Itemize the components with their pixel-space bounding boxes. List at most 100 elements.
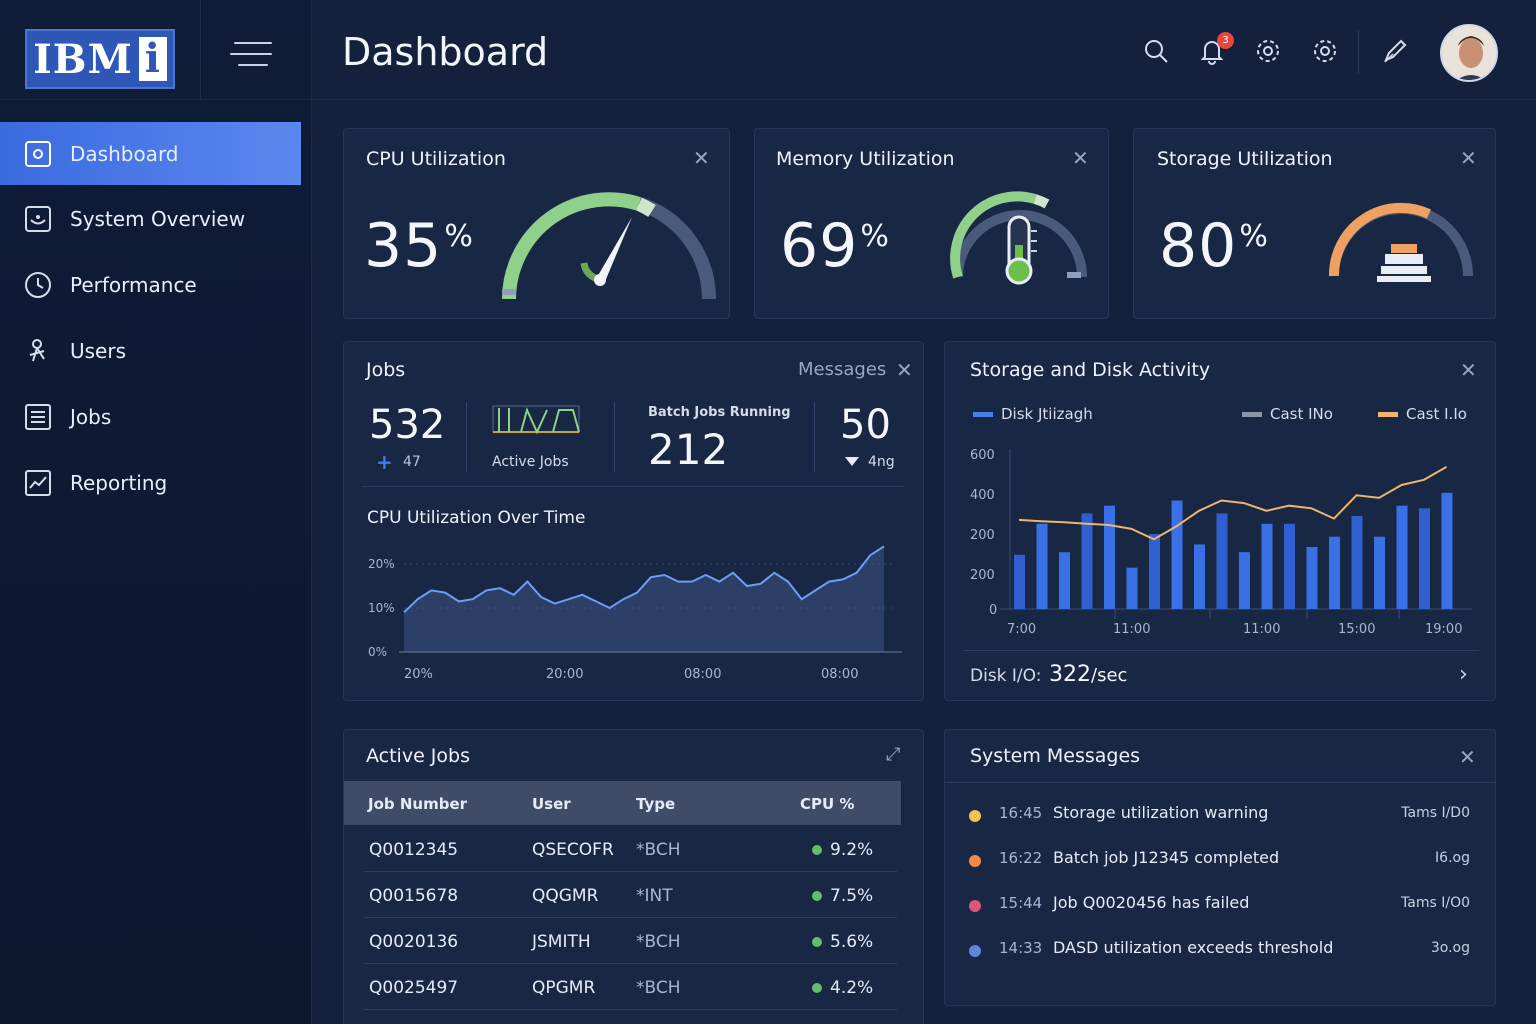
sidebar-item-label: Jobs xyxy=(70,405,112,429)
bar xyxy=(1261,523,1273,610)
close-icon[interactable]: ✕ xyxy=(693,146,710,170)
col-cpu[interactable]: CPU % xyxy=(800,795,855,813)
bar xyxy=(1126,567,1138,609)
cpu-cell: 7.5% xyxy=(830,886,874,906)
bar xyxy=(1104,505,1115,609)
plus-icon: + xyxy=(376,450,393,474)
dashboard-icon xyxy=(25,140,51,167)
close-icon[interactable]: ✕ xyxy=(1460,146,1477,170)
message-item[interactable]: 16:22 Batch job J12345 completed I6.og xyxy=(945,835,1496,880)
type-cell: *BCH xyxy=(636,840,681,860)
gear-icon[interactable] xyxy=(1254,37,1282,65)
avatar[interactable] xyxy=(1440,24,1498,82)
y-tick-label: 0 xyxy=(989,603,997,618)
bar xyxy=(1351,516,1363,609)
message-item[interactable]: 16:45 Storage utilization warning Tams I/D… xyxy=(945,790,1496,835)
message-meta: 3o.og xyxy=(1430,940,1470,956)
x-tick-label: 20% xyxy=(404,667,433,682)
col-user[interactable]: User xyxy=(532,795,571,813)
y-tick-label: 20% xyxy=(368,557,395,571)
sidebar-item-jobs[interactable]: Jobs xyxy=(0,385,312,449)
divider xyxy=(963,650,1479,651)
cpu-cell: 5.6% xyxy=(830,932,874,952)
jobs-right-value: 50 xyxy=(840,402,891,448)
user-cell: QSECOFR xyxy=(532,840,614,860)
card-title: Storage Utilization xyxy=(1157,148,1333,170)
close-icon[interactable]: ✕ xyxy=(1459,745,1476,769)
message-text: Job Q0020456 has failed xyxy=(1053,893,1250,912)
table-row[interactable]: Q0020136 JSMITH *BCH 5.6% xyxy=(364,918,897,964)
divider xyxy=(614,402,615,472)
bar xyxy=(1239,552,1250,609)
x-tick-label: 11:00 xyxy=(1243,622,1280,637)
close-icon[interactable]: ✕ xyxy=(1460,358,1477,382)
memory-gauge xyxy=(950,191,1087,285)
memory-value: 69% xyxy=(780,211,890,281)
close-icon[interactable]: ✕ xyxy=(896,358,913,382)
status-dot-icon xyxy=(969,810,981,822)
disk-io-readout: 322/sec xyxy=(1049,662,1127,687)
storage-gauge xyxy=(1328,202,1473,282)
sidebar-item-dashboard[interactable]: Dashboard xyxy=(0,122,301,185)
sidebar-item-performance[interactable]: Performance xyxy=(0,253,312,317)
cpu-cell: 4.2% xyxy=(830,978,874,998)
search-icon[interactable] xyxy=(1142,37,1170,65)
divider xyxy=(362,486,904,487)
pen-icon[interactable] xyxy=(1381,37,1409,65)
legend-swatch xyxy=(973,412,993,417)
sidebar-item-reporting[interactable]: Reporting xyxy=(0,451,312,515)
message-time: 16:45 xyxy=(999,804,1043,822)
settings-icon[interactable] xyxy=(1311,37,1339,65)
bar xyxy=(1194,544,1205,609)
expand-icon[interactable]: ⤢ xyxy=(886,744,901,765)
cpu-value-unit: % xyxy=(444,219,474,254)
message-text: Storage utilization warning xyxy=(1053,803,1269,822)
job-number-cell: Q0020136 xyxy=(369,932,459,952)
type-cell: *INT xyxy=(636,886,673,906)
ibm-i-logo[interactable]: IBM i xyxy=(25,29,175,89)
legend-cast-ino: Cast INo xyxy=(1270,405,1333,423)
message-text: DASD utilization exceeds threshold xyxy=(1053,938,1334,957)
x-tick-label: 20:00 xyxy=(546,667,583,682)
sidebar-item-users[interactable]: Users xyxy=(0,319,312,383)
sidebar-item-system-overview[interactable]: System Overview xyxy=(0,187,312,251)
triangle-down-icon xyxy=(845,457,859,466)
cpu-utilization-over-time-chart: 0% 10% 20% 20% 20:00 08:00 08:00 xyxy=(368,545,902,682)
reporting-icon xyxy=(25,470,51,496)
message-item[interactable]: 14:33 DASD utilization exceeds threshold 3… xyxy=(945,925,1496,970)
message-text: Batch job J12345 completed xyxy=(1053,848,1280,867)
card-title: System Messages xyxy=(970,745,1141,767)
sidebar-item-label: Reporting xyxy=(70,471,168,495)
message-item[interactable]: 15:44 Job Q0020456 has failed Tams I/O0 xyxy=(945,880,1496,925)
sidebar-nav: Dashboard System Overview Performance Us… xyxy=(0,122,312,517)
jobs-total: 532 xyxy=(369,402,446,448)
area-fill xyxy=(404,546,884,652)
top-bar-separator xyxy=(1358,30,1359,74)
messages-link[interactable]: Messages xyxy=(798,359,887,380)
bell-icon[interactable] xyxy=(1198,37,1226,65)
bar xyxy=(1374,536,1385,609)
hamburger-menu-icon[interactable] xyxy=(230,38,272,70)
page-title: Dashboard xyxy=(342,30,549,74)
card-title: Storage and Disk Activity xyxy=(970,359,1211,381)
close-icon[interactable]: ✕ xyxy=(1072,146,1089,170)
table-row[interactable]: Q0012345 QSECOFR *BCH 9.2% xyxy=(364,826,897,872)
type-cell: *BCH xyxy=(636,978,681,998)
col-type[interactable]: Type xyxy=(636,795,676,813)
y-tick-label: 400 xyxy=(970,488,995,503)
logo-text: IBM xyxy=(33,35,133,83)
active-jobs-label: Active Jobs xyxy=(492,454,569,470)
batch-jobs-label: Batch Jobs Running xyxy=(648,405,791,420)
bar xyxy=(1036,523,1048,610)
sidebar: IBM i Dashboard System Overview Performan… xyxy=(0,0,312,1024)
storage-disk-activity-card: Storage and Disk Activity ✕ Disk Jtiizag… xyxy=(944,341,1496,701)
disk-io-value: 322 xyxy=(1049,662,1091,687)
bar xyxy=(1329,536,1340,609)
table-row[interactable]: Q0025497 QPGMR *BCH 4.2% xyxy=(364,964,897,1010)
storage-value: 80% xyxy=(1159,211,1269,281)
table-row[interactable]: Q0015678 QQGMR *INT 7.5% xyxy=(364,872,897,918)
col-job-number[interactable]: Job Number xyxy=(368,795,468,813)
card-title: Jobs xyxy=(366,359,406,381)
chevron-right-icon[interactable]: › xyxy=(1459,662,1468,687)
sidebar-item-label: Dashboard xyxy=(70,141,179,166)
